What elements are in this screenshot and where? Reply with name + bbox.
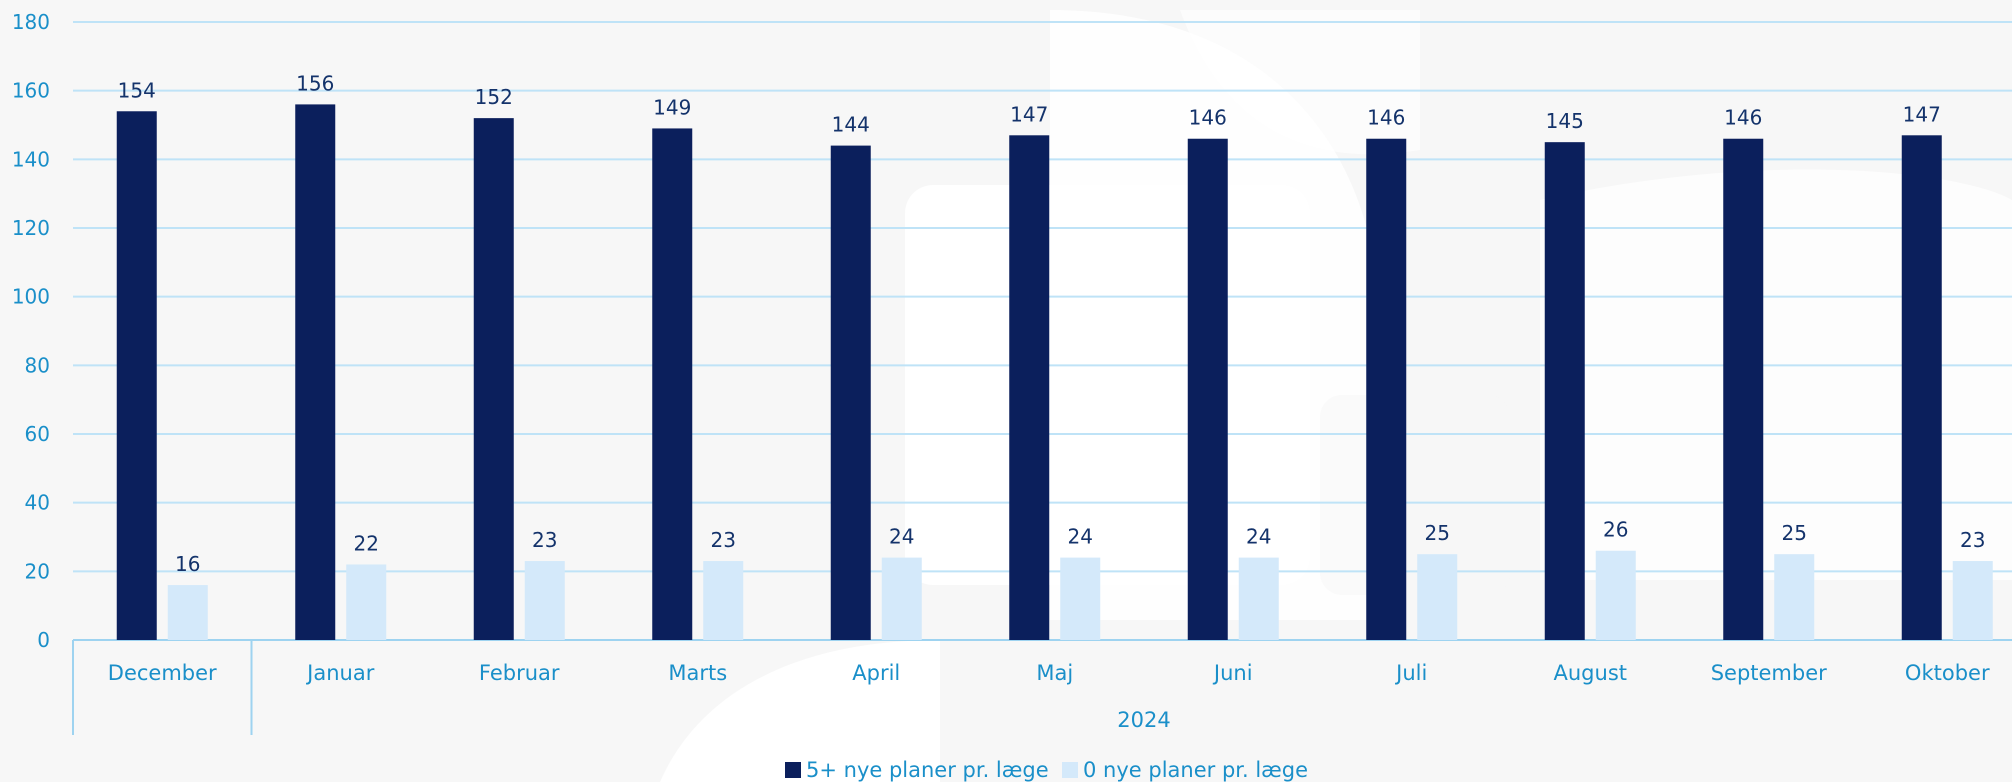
data-label: 144	[832, 113, 870, 137]
bar-5plus-plans	[830, 145, 871, 640]
legend: 5+ nye planer pr. læge 0 nye planer pr. l…	[785, 758, 1308, 782]
x-category-label: Januar	[305, 661, 375, 685]
y-tick-label: 80	[25, 353, 50, 377]
data-label: 23	[1960, 528, 1985, 552]
x-category-label: Juni	[1212, 661, 1253, 685]
bar-5plus-plans	[1187, 138, 1228, 640]
bar-5plus-plans	[652, 128, 693, 640]
legend-label: 5+ nye planer pr. læge	[806, 758, 1049, 782]
bar-5plus-plans	[1366, 138, 1407, 640]
y-tick-label: 160	[12, 79, 50, 103]
x-group-label: 2024	[1117, 708, 1170, 732]
bar-0-plans	[524, 561, 565, 640]
x-category-label: Februar	[479, 661, 560, 685]
y-tick-label: 120	[12, 216, 50, 240]
x-category-label: Oktober	[1905, 661, 1990, 685]
data-label: 152	[475, 85, 513, 109]
data-label: 16	[175, 552, 200, 576]
x-category-label: December	[108, 661, 217, 685]
bar-0-plans	[1774, 554, 1815, 640]
x-category-label: August	[1554, 661, 1628, 685]
data-label: 26	[1603, 518, 1628, 542]
y-tick-label: 20	[25, 559, 50, 583]
data-label: 24	[889, 525, 914, 549]
bar-0-plans	[1060, 557, 1101, 640]
data-label: 25	[1782, 521, 1807, 545]
bar-0-plans	[1952, 561, 1993, 640]
data-label: 25	[1425, 521, 1450, 545]
bar-5plus-plans	[1009, 135, 1050, 641]
bar-5plus-plans	[1901, 135, 1942, 641]
data-label: 146	[1724, 106, 1762, 130]
y-tick-label: 40	[25, 491, 50, 515]
data-label: 24	[1246, 525, 1271, 549]
data-label: 23	[711, 528, 736, 552]
labels: 0 20 40 60 80 100 120 140 160 180 2024 154 16 Decembe…	[12, 10, 1990, 732]
axes	[72, 639, 2012, 735]
bar-0-plans	[1238, 557, 1279, 640]
y-tick-label: 100	[12, 285, 50, 309]
bar-0-plans	[703, 561, 744, 640]
data-label: 147	[1903, 102, 1941, 126]
y-tick-label: 60	[25, 422, 50, 446]
bar-0-plans	[346, 564, 387, 640]
data-label: 156	[296, 71, 334, 95]
x-category-label: Marts	[668, 661, 727, 685]
y-tick-label: 140	[12, 147, 50, 171]
bar-5plus-plans	[473, 118, 514, 641]
data-label: 24	[1068, 525, 1093, 549]
bars	[116, 104, 1993, 641]
legend-label: 0 nye planer pr. læge	[1083, 758, 1308, 782]
data-label: 23	[532, 528, 557, 552]
bar-5plus-plans	[1544, 142, 1585, 640]
y-tick-label: 180	[12, 10, 50, 34]
data-label: 145	[1546, 109, 1584, 133]
bar-5plus-plans	[116, 111, 157, 641]
legend-item: 0 nye planer pr. læge	[1062, 758, 1308, 782]
bar-0-plans	[167, 585, 208, 640]
legend-swatch	[1062, 762, 1078, 778]
data-label: 146	[1189, 106, 1227, 130]
data-label: 22	[354, 531, 379, 555]
data-label: 154	[118, 78, 156, 102]
legend-swatch	[785, 762, 801, 778]
bar-0-plans	[1595, 550, 1636, 640]
y-tick-label: 0	[37, 628, 50, 652]
legend-item: 5+ nye planer pr. læge	[785, 758, 1049, 782]
bar-0-plans	[881, 557, 922, 640]
x-category-label: Juli	[1394, 661, 1427, 685]
data-label: 146	[1367, 106, 1405, 130]
bar-5plus-plans	[1723, 138, 1764, 640]
data-label: 149	[653, 95, 691, 119]
bar-5plus-plans	[295, 104, 336, 640]
x-category-label: April	[852, 661, 900, 685]
data-label: 147	[1010, 102, 1048, 126]
bar-0-plans	[1417, 554, 1458, 640]
x-category-label: September	[1711, 661, 1827, 685]
x-category-label: Maj	[1036, 661, 1073, 685]
